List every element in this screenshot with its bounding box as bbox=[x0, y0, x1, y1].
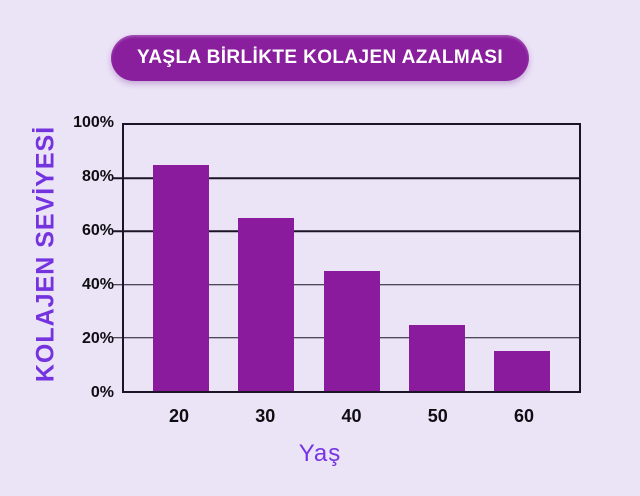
y-tick-label: 80% bbox=[81, 168, 114, 185]
x-tick-label: 30 bbox=[255, 406, 276, 426]
x-tick-label: 40 bbox=[341, 406, 362, 426]
x-tick-labels: 20 30 40 50 60 bbox=[122, 406, 581, 427]
bar-age-30 bbox=[238, 218, 295, 391]
y-tick-label: 100% bbox=[73, 114, 114, 131]
gridline bbox=[124, 177, 579, 179]
y-tick-label: 60% bbox=[81, 222, 114, 239]
chart-title: YAŞLA BİRLİKTE KOLAJEN AZALMASI bbox=[136, 47, 504, 68]
bar-age-40 bbox=[323, 271, 380, 391]
y-tick-label: 40% bbox=[81, 276, 114, 293]
y-tick-mark bbox=[113, 337, 124, 339]
y-tick-labels: 0% 20% 40% 60% 80% 100% bbox=[0, 114, 114, 401]
title-pill: YAŞLA BİRLİKTE KOLAJEN AZALMASI bbox=[110, 35, 530, 81]
x-tick-label: 60 bbox=[513, 406, 535, 426]
gridline bbox=[124, 230, 579, 233]
y-tick-mark bbox=[113, 177, 124, 179]
x-axis-title: Yaş bbox=[298, 440, 342, 467]
bar-age-20 bbox=[153, 164, 209, 391]
y-tick-label: 0% bbox=[90, 384, 114, 401]
bar-age-60 bbox=[494, 351, 550, 391]
bar-age-50 bbox=[408, 324, 465, 391]
plot-area bbox=[113, 123, 581, 393]
y-tick-mark bbox=[113, 230, 124, 233]
y-tick-mark bbox=[113, 283, 124, 286]
y-tick-label: 20% bbox=[81, 330, 114, 347]
bars bbox=[124, 125, 579, 391]
x-tick-label: 20 bbox=[168, 406, 190, 426]
x-tick-label: 50 bbox=[427, 406, 448, 426]
